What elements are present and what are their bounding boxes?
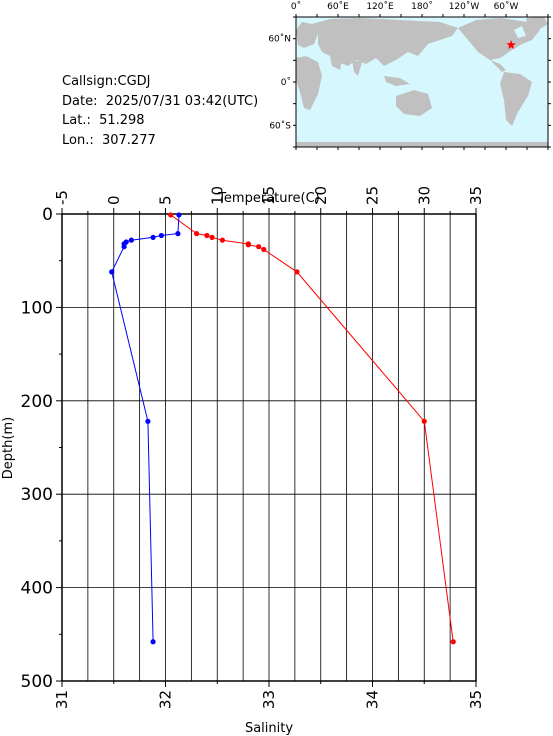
date-text: Date: 2025/07/31 03:42(UTC) xyxy=(62,93,259,109)
callsign-text: Callsign:CGDJ xyxy=(62,74,151,89)
depth-tick-label: 500 xyxy=(21,672,53,692)
depth-tick-label: 400 xyxy=(21,579,53,599)
map-longitude-label: 180˚ xyxy=(411,1,433,12)
temperature-tick-label: 15 xyxy=(260,186,278,205)
station-marker-icon xyxy=(506,40,516,49)
depth-axis-title: Depth(m) xyxy=(1,417,16,479)
temperature-tick-label: 0 xyxy=(105,195,123,205)
temperature-point xyxy=(261,246,267,253)
chart-series xyxy=(109,212,456,645)
temperature-point xyxy=(219,237,226,243)
map-longitude-label: 120˚E xyxy=(366,1,394,12)
map-longitude-label: 60˚E xyxy=(327,1,349,12)
map-longitude-label: 0˚ xyxy=(291,1,301,12)
salinity-point xyxy=(121,244,127,250)
temperature-point xyxy=(256,244,262,250)
salinity-line xyxy=(111,214,180,642)
temperature-point xyxy=(193,231,200,237)
world-map: 0˚ 60˚E 120˚E 180˚ 120˚W 60˚W 60˚N 0˚ 60˚S xyxy=(268,1,551,150)
temperature-tick-label: 25 xyxy=(364,186,382,205)
map-latitude-labels: 60˚N 0˚ 60˚S xyxy=(268,34,291,132)
temperature-point xyxy=(245,242,251,248)
salinity-point xyxy=(145,418,151,424)
salinity-point xyxy=(109,269,115,275)
map-land xyxy=(296,17,548,147)
map-latitude-label: 60˚S xyxy=(269,120,291,131)
salinity-axis-title: Salinity xyxy=(245,721,293,736)
temperature-tick-label: 35 xyxy=(467,186,485,205)
chart-grid xyxy=(62,214,476,681)
depth-tick-label: 300 xyxy=(21,485,53,505)
salinity-tick-label: 34 xyxy=(364,690,382,709)
map-longitude-labels: 0˚ 60˚E 120˚E 180˚ 120˚W 60˚W xyxy=(291,1,519,12)
temperature-tick-label: 5 xyxy=(157,195,175,205)
temperature-line xyxy=(170,214,454,642)
salinity-tick-label: 31 xyxy=(53,690,71,709)
temperature-point xyxy=(204,232,210,239)
map-latitude-label: 0˚ xyxy=(281,77,291,88)
depth-tick-label: 200 xyxy=(21,392,53,412)
salinity-point xyxy=(150,234,156,240)
salinity-point xyxy=(128,237,134,243)
temperature-axis-title: Temperature(C) xyxy=(217,191,320,206)
depth-tick-label: 100 xyxy=(21,298,53,318)
temperature-tick-label: -5 xyxy=(53,190,71,205)
salinity-tick-label: 32 xyxy=(157,690,175,709)
map-longitude-label: 120˚W xyxy=(449,1,480,12)
temperature-point xyxy=(294,269,300,275)
salinity-point xyxy=(158,232,164,239)
station-info: Callsign:CGDJ Date: 2025/07/31 03:42(UTC… xyxy=(62,72,258,150)
temperature-point xyxy=(168,212,174,218)
salinity-point xyxy=(175,231,181,237)
depth-tick-label: 0 xyxy=(42,205,53,225)
latitude-text: Lat.: 51.298 xyxy=(62,113,145,128)
salinity-tick-label: 33 xyxy=(260,690,278,709)
temperature-point xyxy=(450,639,456,645)
salinity-point xyxy=(176,212,182,218)
temperature-point xyxy=(421,418,427,424)
longitude-text: Lon.: 307.277 xyxy=(62,132,156,148)
map-longitude-label: 60˚W xyxy=(494,1,519,12)
map-latitude-label: 60˚N xyxy=(268,34,291,45)
map-ticks xyxy=(293,14,551,150)
temperature-tick-label: 10 xyxy=(208,186,226,205)
temperature-tick-label: 30 xyxy=(415,186,433,205)
temperature-tick-label: 20 xyxy=(312,186,330,205)
salinity-tick-label: 35 xyxy=(467,690,485,709)
salinity-point xyxy=(150,639,156,645)
temperature-point xyxy=(209,234,215,240)
